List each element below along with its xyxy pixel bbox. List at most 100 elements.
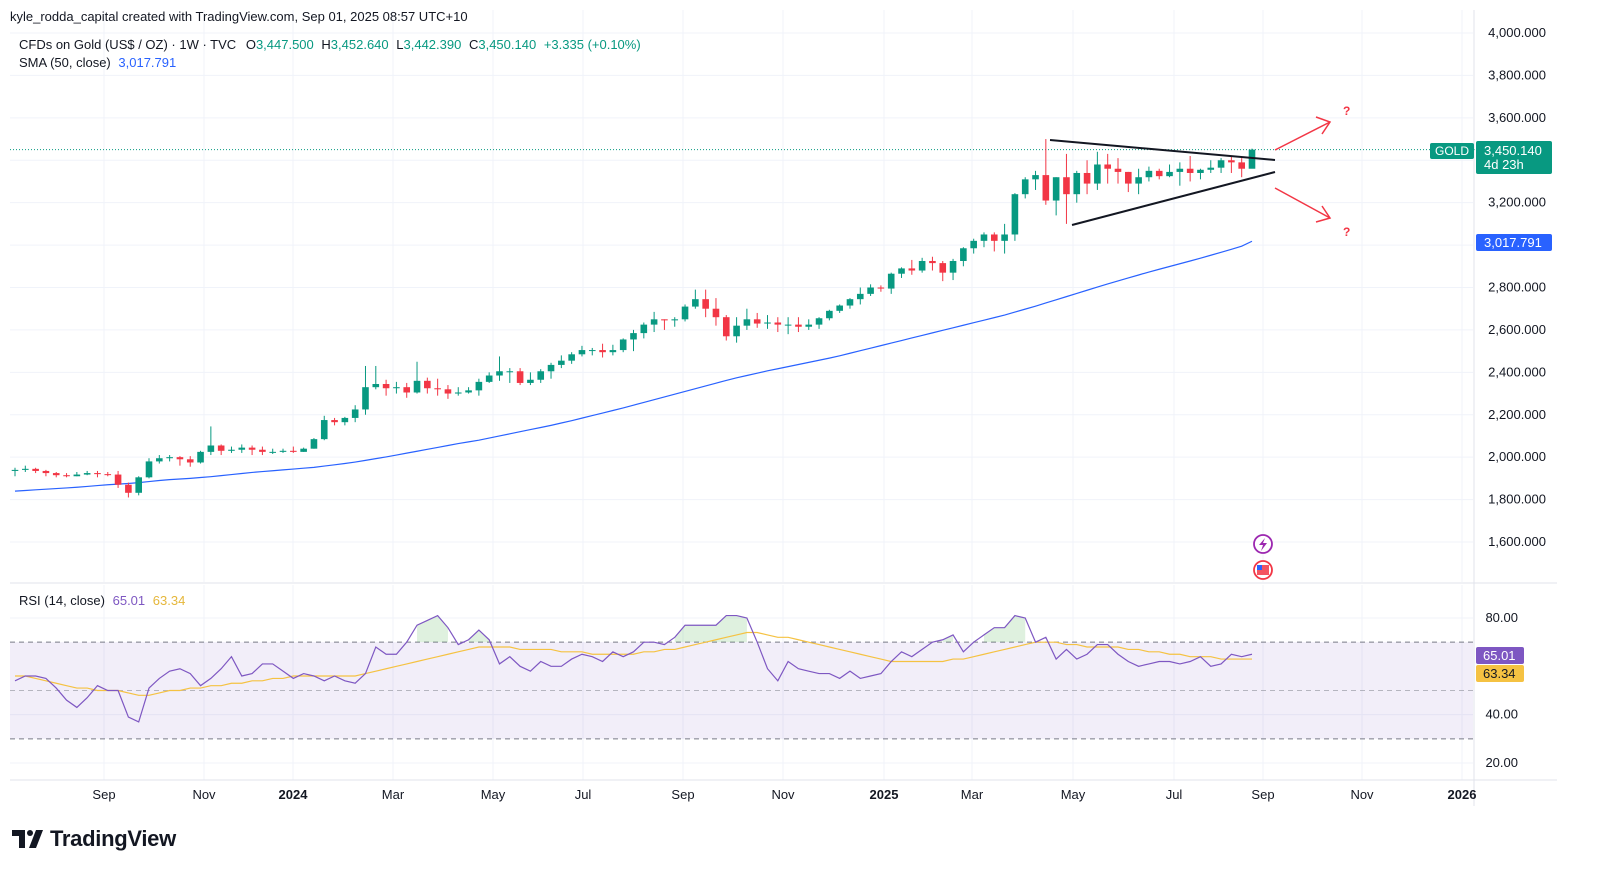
candle-body xyxy=(382,383,390,389)
candle-body xyxy=(11,469,19,471)
bullish-arrow[interactable] xyxy=(1274,121,1331,151)
candle-body xyxy=(815,318,823,325)
candle-body xyxy=(362,387,369,410)
time-axis[interactable]: Sep Nov 2024 Mar May Jul Sep Nov 2025 Mar May Jul Se… xyxy=(92,787,1476,802)
bullish-arrow-head xyxy=(1315,116,1332,135)
candle-body xyxy=(980,234,988,241)
candle-body xyxy=(393,387,400,389)
candle-body xyxy=(83,473,91,475)
rsi-label[interactable]: RSI (14, close) xyxy=(19,593,105,608)
axis-price-tags: GOLD 3,450.140 4d 23h 3,017.791 65.01 63… xyxy=(1430,141,1552,682)
scenario-arrows[interactable]: ? ? xyxy=(1274,104,1350,239)
event-icons[interactable] xyxy=(1253,534,1273,580)
price-axis-label: 2,800.000 xyxy=(1488,280,1546,295)
candle-body xyxy=(609,350,617,353)
triangle-lower-trendline[interactable] xyxy=(1071,171,1276,226)
price-axis-label: 2,600.000 xyxy=(1488,322,1546,337)
candle-body xyxy=(692,299,699,307)
close-label: C xyxy=(468,37,479,52)
candlestick-series xyxy=(11,139,1256,498)
rsi-ma-line xyxy=(15,631,1252,696)
candle-body xyxy=(331,420,338,423)
candle-body xyxy=(784,324,792,326)
candle-body xyxy=(259,449,266,452)
triangle-upper-trendline[interactable] xyxy=(1049,139,1276,161)
candle-body xyxy=(1114,168,1122,172)
candle-body xyxy=(939,263,947,273)
tradingview-logo-text: TradingView xyxy=(50,826,176,851)
bearish-arrow[interactable] xyxy=(1274,187,1331,219)
candle-body xyxy=(774,322,782,325)
sma-value: 3,017.791 xyxy=(118,55,177,70)
rsi-overbought-fill xyxy=(417,615,1026,643)
candle-body xyxy=(1145,170,1153,178)
candle-body xyxy=(722,317,730,337)
rsi-pane[interactable] xyxy=(10,614,1473,740)
high-value: 3,452.640 xyxy=(330,37,389,52)
last-price-tag xyxy=(1476,141,1552,174)
candle-body xyxy=(867,287,874,294)
candle-body xyxy=(1166,171,1173,177)
candle-body xyxy=(599,350,606,353)
tradingview-logo[interactable]: TradingView xyxy=(12,826,176,852)
candle-body xyxy=(496,371,503,376)
candle-body xyxy=(372,383,380,388)
price-axis-label: 2,400.000 xyxy=(1488,364,1546,379)
symbol-legend[interactable]: CFDs on Gold (US$ / OZ) · 1W · TVC O3,44… xyxy=(19,37,641,52)
candle-body xyxy=(1135,177,1142,184)
candle-body xyxy=(1104,164,1111,169)
symmetrical-triangle-drawing[interactable] xyxy=(1049,139,1276,226)
sma-label[interactable]: SMA (50, close) xyxy=(19,55,111,70)
price-axis-label: 1,600.000 xyxy=(1488,534,1546,549)
candle-body xyxy=(1021,179,1029,195)
candle-body xyxy=(578,350,586,355)
candle-body xyxy=(94,473,101,475)
price-axis-label: 4,000.000 xyxy=(1488,25,1546,40)
candle-body xyxy=(990,234,998,241)
symbol-title[interactable]: CFDs on Gold (US$ / OZ) · 1W · TVC xyxy=(19,37,237,52)
candle-body xyxy=(1228,160,1235,163)
high-label: H xyxy=(321,37,331,52)
rsi-axis-label: 40.00 xyxy=(1485,707,1518,722)
candle-body xyxy=(475,381,483,391)
candle-body xyxy=(960,248,967,261)
candle-body xyxy=(516,371,524,383)
candle-body xyxy=(485,375,493,382)
candle-body xyxy=(279,450,287,452)
rsi-legend[interactable]: RSI (14, close) 65.01 63.34 xyxy=(19,593,185,608)
candle-body xyxy=(1083,172,1091,184)
candle-body xyxy=(1001,234,1008,241)
sma-line-group xyxy=(14,240,1253,492)
close-value: 3,450.140 xyxy=(478,37,537,52)
candle-body xyxy=(454,392,462,394)
candle-body xyxy=(1238,162,1245,169)
candle-body xyxy=(290,450,297,452)
bearish-question-mark: ? xyxy=(1343,225,1350,239)
candle-body xyxy=(949,260,957,273)
rsi-overbought-area xyxy=(983,615,1026,643)
candle-body xyxy=(877,287,885,289)
time-axis-label: Nov xyxy=(192,787,216,802)
rsi-overbought-area xyxy=(417,615,448,643)
time-axis-label: Nov xyxy=(771,787,795,802)
candle-body xyxy=(733,325,740,337)
sma-legend[interactable]: SMA (50, close) 3,017.791 xyxy=(19,55,176,70)
open-label: O xyxy=(245,37,256,52)
candle-body xyxy=(1094,164,1101,184)
price-pane[interactable]: ? ? xyxy=(10,104,1475,580)
price-axis-label: 2,200.000 xyxy=(1488,407,1546,422)
candle-body xyxy=(52,473,60,476)
grid-lines xyxy=(10,10,1473,780)
candle-body xyxy=(1042,175,1050,201)
candle-body xyxy=(929,260,936,264)
candle-body xyxy=(176,457,184,460)
price-axis-label: 2,000.000 xyxy=(1488,449,1546,464)
candle-body xyxy=(702,299,709,309)
candle-body xyxy=(73,474,81,477)
price-axis-label: 3,800.000 xyxy=(1488,67,1546,82)
chart-credit: kyle_rodda_capital created with TradingV… xyxy=(10,9,468,24)
candle-body xyxy=(320,420,328,440)
candle-body xyxy=(506,371,514,373)
candle-body xyxy=(908,268,916,271)
